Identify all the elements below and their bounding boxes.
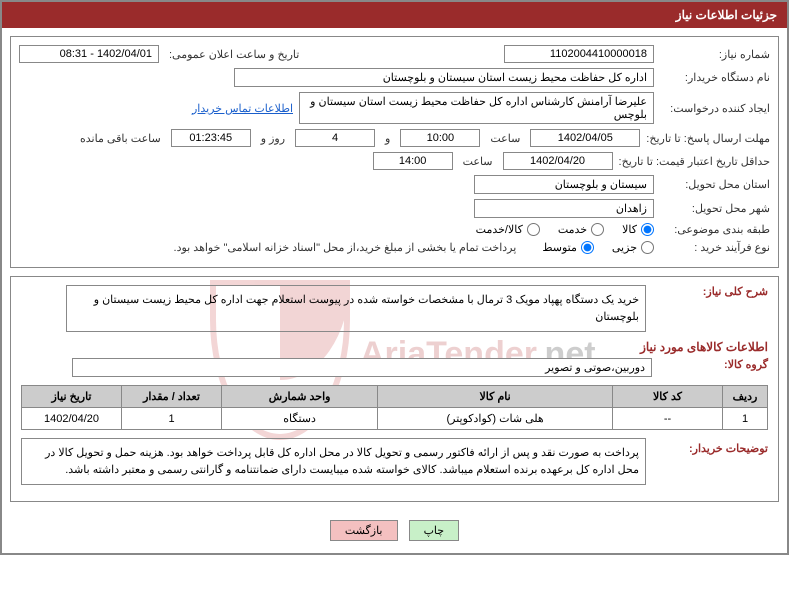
and-word: و xyxy=(381,132,394,145)
main-info-section: شماره نیاز: 1102004410000018 تاریخ و ساع… xyxy=(10,36,779,268)
general-desc-value: خرید یک دستگاه پهپاد مویک 3 ترمال با مشخ… xyxy=(66,285,646,332)
radio-kala[interactable]: کالا xyxy=(622,223,654,236)
th-row: ردیف xyxy=(723,386,768,408)
subject-class-group: کالا خدمت کالا/خدمت xyxy=(476,223,654,236)
min-validity-label: حداقل تاریخ اعتبار قیمت: تا تاریخ: xyxy=(619,155,770,168)
radio-kala-khadmat-input[interactable] xyxy=(527,223,540,236)
buyer-notes-value: پرداخت به صورت نقد و پس از ارائه فاکتور … xyxy=(21,438,646,485)
th-unit: واحد شمارش xyxy=(222,386,378,408)
city-value: زاهدان xyxy=(474,199,654,218)
remaining-time: 01:23:45 xyxy=(171,129,251,147)
subject-class-label: طبقه بندی موضوعی: xyxy=(660,223,770,236)
buyer-org-value: اداره کل حفاظت محیط زیست استان سیستان و … xyxy=(234,68,654,87)
requester-label: ایجاد کننده درخواست: xyxy=(660,102,770,115)
remaining-days: 4 xyxy=(295,129,375,147)
need-number-value: 1102004410000018 xyxy=(504,45,654,63)
print-button[interactable]: چاپ xyxy=(409,520,460,541)
announce-value: 1402/04/01 - 08:31 xyxy=(19,45,159,63)
province-value: سیستان و بلوچستان xyxy=(474,175,654,194)
radio-kala-input[interactable] xyxy=(641,223,654,236)
hour-label-1: ساعت xyxy=(486,132,524,145)
payment-note: پرداخت تمام یا بخشی از مبلغ خرید،از محل … xyxy=(174,241,517,254)
td-qty: 1 xyxy=(122,408,222,430)
deadline-reply-date: 1402/04/05 xyxy=(530,129,640,147)
remaining-label: ساعت باقی مانده xyxy=(76,132,165,145)
td-name: هلی شات (کوادکوپتر) xyxy=(378,408,613,430)
buyer-contact-link[interactable]: اطلاعات تماس خریدار xyxy=(192,102,293,115)
goods-group-label: گروه کالا: xyxy=(658,358,768,371)
radio-kala-khadmat[interactable]: کالا/خدمت xyxy=(476,223,540,236)
panel-title: جزئیات اطلاعات نیاز xyxy=(2,2,787,28)
need-number-label: شماره نیاز: xyxy=(660,48,770,61)
deadline-reply-hour: 10:00 xyxy=(400,129,480,147)
td-row: 1 xyxy=(723,408,768,430)
announce-label: تاریخ و ساعت اعلان عمومی: xyxy=(165,48,303,61)
process-type-label: نوع فرآیند خرید : xyxy=(660,241,770,254)
back-button[interactable]: بازگشت xyxy=(330,520,398,541)
day-word: روز و xyxy=(257,132,289,145)
min-validity-date: 1402/04/20 xyxy=(503,152,613,170)
goods-group-value: دوربین،صوتی و تصویر xyxy=(72,358,652,377)
hour-label-2: ساعت xyxy=(459,155,497,168)
requester-value: علیرضا آرامنش کارشناس اداره کل حفاظت محی… xyxy=(299,92,654,124)
radio-jozi[interactable]: جزیی xyxy=(612,241,654,254)
th-qty: تعداد / مقدار xyxy=(122,386,222,408)
buyer-notes-label: توضیحات خریدار: xyxy=(658,438,768,455)
general-desc-label: شرح کلی نیاز: xyxy=(658,285,768,298)
radio-motevasset-input[interactable] xyxy=(581,241,594,254)
th-name: نام کالا xyxy=(378,386,613,408)
table-header-row: ردیف کد کالا نام کالا واحد شمارش تعداد /… xyxy=(22,386,768,408)
radio-khadamat-input[interactable] xyxy=(591,223,604,236)
td-need-date: 1402/04/20 xyxy=(22,408,122,430)
td-code: -- xyxy=(613,408,723,430)
required-goods-heading: اطلاعات کالاهای مورد نیاز xyxy=(21,340,768,354)
footer-buttons: چاپ بازگشت xyxy=(2,510,787,553)
radio-motevasset[interactable]: متوسط xyxy=(542,241,594,254)
td-unit: دستگاه xyxy=(222,408,378,430)
radio-jozi-input[interactable] xyxy=(641,241,654,254)
goods-table: ردیف کد کالا نام کالا واحد شمارش تعداد /… xyxy=(21,385,768,430)
deadline-reply-label: مهلت ارسال پاسخ: تا تاریخ: xyxy=(646,132,770,145)
process-type-group: جزیی متوسط xyxy=(542,241,654,254)
buyer-org-label: نام دستگاه خریدار: xyxy=(660,71,770,84)
table-row: 1 -- هلی شات (کوادکوپتر) دستگاه 1 1402/0… xyxy=(22,408,768,430)
city-label: شهر محل تحویل: xyxy=(660,202,770,215)
details-section: شرح کلی نیاز: خرید یک دستگاه پهپاد مویک … xyxy=(10,276,779,502)
th-need-date: تاریخ نیاز xyxy=(22,386,122,408)
th-code: کد کالا xyxy=(613,386,723,408)
province-label: استان محل تحویل: xyxy=(660,178,770,191)
min-validity-hour: 14:00 xyxy=(373,152,453,170)
radio-khadamat[interactable]: خدمت xyxy=(558,223,604,236)
